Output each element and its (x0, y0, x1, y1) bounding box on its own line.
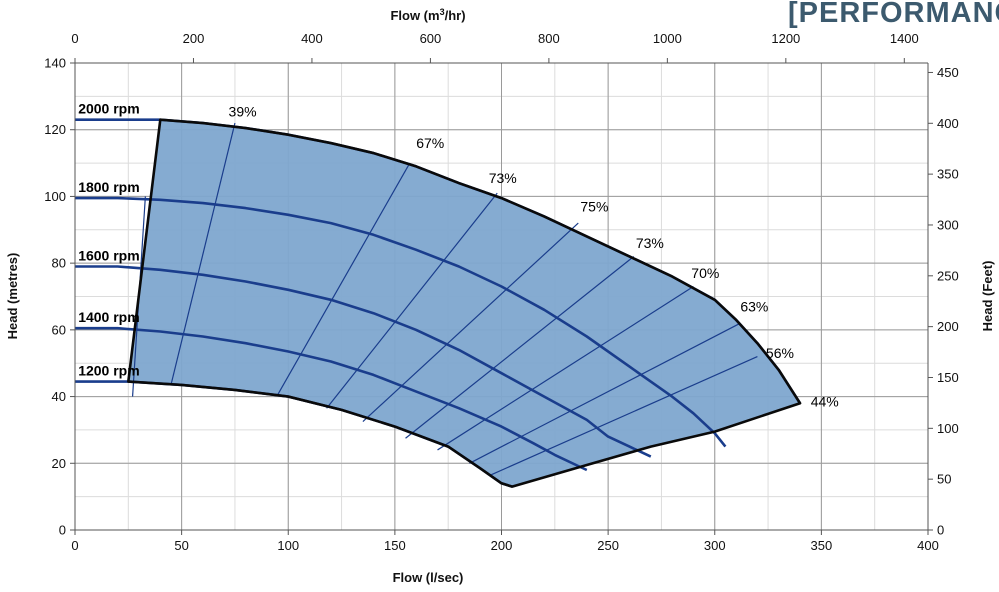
x-top-axis-title: Flow (m3/hr) (390, 7, 465, 23)
y-right-tick-label: 150 (937, 370, 959, 385)
y-right-tick-label: 400 (937, 116, 959, 131)
x-tick-label: 100 (277, 538, 299, 553)
x-top-tick-label: 200 (183, 31, 205, 46)
x-axis-title: Flow (l/sec) (393, 570, 464, 585)
x-tick-label: 400 (917, 538, 939, 553)
efficiency-label: 73% (636, 235, 664, 251)
y-right-tick-label: 450 (937, 65, 959, 80)
x-top-tick-label: 1000 (653, 31, 682, 46)
y-tick-label: 60 (52, 322, 66, 337)
x-top-title-prefix: Flow (m (390, 8, 439, 23)
x-tick-label: 250 (597, 538, 619, 553)
efficiency-label: 70% (691, 265, 719, 281)
x-tick-label: 150 (384, 538, 406, 553)
series-label: 1800 rpm (78, 179, 139, 195)
y-tick-label: 140 (44, 56, 66, 71)
series-label: 1400 rpm (78, 309, 139, 325)
y-tick-label: 20 (52, 456, 66, 471)
efficiency-label: 56% (766, 345, 794, 361)
series-label: 2000 rpm (78, 101, 139, 117)
y-tick-label: 0 (59, 523, 66, 538)
x-tick-label: 300 (704, 538, 726, 553)
y-right-tick-label: 200 (937, 319, 959, 334)
series-label: 1200 rpm (78, 363, 139, 379)
y-right-tick-label: 300 (937, 217, 959, 232)
y-tick-label: 120 (44, 122, 66, 137)
x-top-tick-label: 800 (538, 31, 560, 46)
series-label: 1600 rpm (78, 247, 139, 263)
x-top-tick-label: 400 (301, 31, 323, 46)
y-right-tick-label: 350 (937, 167, 959, 182)
efficiency-label: 63% (740, 299, 768, 315)
x-top-tick-label: 0 (71, 31, 78, 46)
y-right-tick-label: 250 (937, 268, 959, 283)
y-right-axis-title: Head (Feet) (980, 261, 995, 332)
efficiency-label: 44% (811, 394, 839, 410)
y-tick-label: 80 (52, 256, 66, 271)
x-tick-label: 350 (811, 538, 833, 553)
x-top-tick-label: 1400 (890, 31, 919, 46)
y-right-tick-label: 100 (937, 421, 959, 436)
efficiency-label: 39% (229, 103, 257, 119)
y-right-tick-label: 50 (937, 472, 951, 487)
x-tick-label: 0 (71, 538, 78, 553)
y-tick-label: 40 (52, 389, 66, 404)
efficiency-label: 67% (416, 135, 444, 151)
x-top-tick-label: 1200 (771, 31, 800, 46)
x-top-tick-label: 600 (420, 31, 442, 46)
x-top-title-suffix: /hr) (445, 8, 466, 23)
y-right-tick-label: 0 (937, 523, 944, 538)
y-tick-label: 100 (44, 189, 66, 204)
y-axis-title: Head (metres) (5, 253, 20, 340)
efficiency-label: 75% (580, 198, 608, 214)
x-tick-label: 50 (174, 538, 188, 553)
efficiency-label: 73% (489, 170, 517, 186)
x-tick-label: 200 (491, 538, 513, 553)
performance-banner: [PERFORMANCE] (788, 0, 999, 29)
